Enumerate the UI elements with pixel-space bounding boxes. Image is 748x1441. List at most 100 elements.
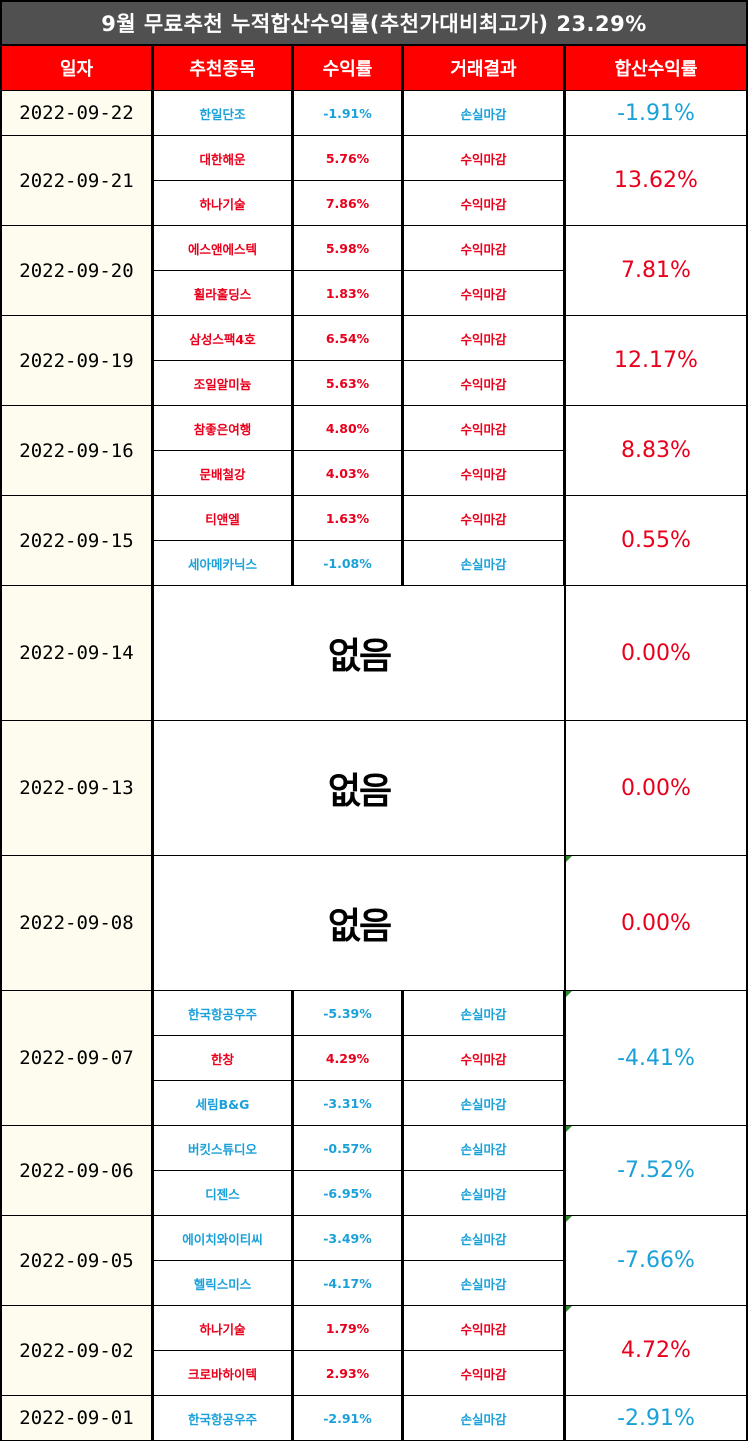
trade-result: 수익마감	[404, 1351, 563, 1395]
empty-label: 없음	[154, 721, 564, 855]
stock-name: 티앤엘	[154, 496, 291, 540]
trade-result: 손실마감	[404, 1261, 563, 1305]
row-date: 2022-09-15	[2, 496, 151, 585]
header-date: 일자	[2, 46, 151, 90]
return-value: 6.54%	[294, 316, 401, 360]
stock-name: 크로바하이텍	[154, 1351, 291, 1395]
comment-marker	[566, 991, 572, 997]
stock-name: 디젠스	[154, 1171, 291, 1215]
return-value: 1.63%	[294, 496, 401, 540]
comment-marker	[566, 1126, 572, 1132]
row-total: 0.55%	[566, 496, 746, 585]
row-total: -1.91%	[566, 91, 746, 135]
trade-result: 손실마감	[404, 1216, 563, 1260]
return-value: 1.83%	[294, 271, 401, 315]
return-value: -4.17%	[294, 1261, 401, 1305]
trade-result: 수익마감	[404, 1036, 563, 1080]
stock-name: 휠라홀딩스	[154, 271, 291, 315]
comment-marker	[566, 1216, 572, 1222]
return-value: -1.91%	[294, 91, 401, 135]
row-date: 2022-09-05	[2, 1216, 151, 1305]
row-total: -4.41%	[566, 991, 746, 1125]
trade-result: 손실마감	[404, 1396, 563, 1440]
row-date: 2022-09-07	[2, 991, 151, 1125]
return-value: -2.91%	[294, 1396, 401, 1440]
stock-name: 에이치와이티씨	[154, 1216, 291, 1260]
stock-name: 삼성스팩4호	[154, 316, 291, 360]
return-value: 1.79%	[294, 1306, 401, 1350]
trade-result: 수익마감	[404, 361, 563, 405]
trade-result: 수익마감	[404, 226, 563, 270]
return-value: -0.57%	[294, 1126, 401, 1170]
row-date: 2022-09-16	[2, 406, 151, 495]
header-stock: 추천종목	[154, 46, 291, 90]
return-value: -6.95%	[294, 1171, 401, 1215]
row-total: 12.17%	[566, 316, 746, 405]
row-date: 2022-09-21	[2, 136, 151, 225]
trade-result: 손실마감	[404, 1126, 563, 1170]
return-value: -3.49%	[294, 1216, 401, 1260]
trade-result: 수익마감	[404, 181, 563, 225]
return-value: 5.76%	[294, 136, 401, 180]
return-value: 5.98%	[294, 226, 401, 270]
row-date: 2022-09-01	[2, 1396, 151, 1440]
row-total: 4.72%	[566, 1306, 746, 1395]
stock-name: 하나기술	[154, 181, 291, 225]
row-date: 2022-09-13	[2, 721, 151, 855]
row-date: 2022-09-19	[2, 316, 151, 405]
empty-label: 없음	[154, 586, 564, 720]
return-value: 5.63%	[294, 361, 401, 405]
return-value: -3.31%	[294, 1081, 401, 1125]
row-total: 0.00%	[566, 856, 746, 990]
row-total: 0.00%	[566, 586, 746, 720]
trade-result: 손실마감	[404, 1171, 563, 1215]
header-result: 거래결과	[404, 46, 563, 90]
trade-result: 수익마감	[404, 451, 563, 495]
trade-result: 수익마감	[404, 496, 563, 540]
trade-result: 수익마감	[404, 136, 563, 180]
row-total: 7.81%	[566, 226, 746, 315]
return-value: 4.03%	[294, 451, 401, 495]
return-value: 7.86%	[294, 181, 401, 225]
row-date: 2022-09-08	[2, 856, 151, 990]
stock-name: 세아메카닉스	[154, 541, 291, 585]
row-date: 2022-09-06	[2, 1126, 151, 1215]
header-total: 합산수익률	[566, 46, 746, 90]
stock-name: 한일단조	[154, 91, 291, 135]
stock-name: 조일알미늄	[154, 361, 291, 405]
stock-name: 한국항공우주	[154, 991, 291, 1035]
comment-marker	[566, 1306, 572, 1312]
stock-name: 참좋은여행	[154, 406, 291, 450]
trade-result: 수익마감	[404, 1306, 563, 1350]
stock-name: 대한해운	[154, 136, 291, 180]
stock-name: 에스앤에스텍	[154, 226, 291, 270]
comment-marker	[566, 856, 572, 862]
trade-result: 수익마감	[404, 316, 563, 360]
return-value: -5.39%	[294, 991, 401, 1035]
stock-name: 헬릭스미스	[154, 1261, 291, 1305]
return-value: 4.80%	[294, 406, 401, 450]
row-date: 2022-09-14	[2, 586, 151, 720]
trade-result: 손실마감	[404, 91, 563, 135]
stock-name: 하나기술	[154, 1306, 291, 1350]
sheet-title: 9월 무료추천 누적합산수익률(추천가대비최고가) 23.29%	[2, 2, 746, 44]
stock-name: 한창	[154, 1036, 291, 1080]
trade-result: 손실마감	[404, 541, 563, 585]
row-total: 8.83%	[566, 406, 746, 495]
row-date: 2022-09-02	[2, 1306, 151, 1395]
return-value: 2.93%	[294, 1351, 401, 1395]
row-total: -7.52%	[566, 1126, 746, 1215]
trade-result: 수익마감	[404, 271, 563, 315]
header-return: 수익률	[294, 46, 401, 90]
row-total: -7.66%	[566, 1216, 746, 1305]
row-total: 13.62%	[566, 136, 746, 225]
trade-result: 수익마감	[404, 406, 563, 450]
stock-name: 문배철강	[154, 451, 291, 495]
trade-result: 손실마감	[404, 1081, 563, 1125]
stock-name: 세림B&G	[154, 1081, 291, 1125]
return-value: 4.29%	[294, 1036, 401, 1080]
row-date: 2022-09-20	[2, 226, 151, 315]
row-total: 0.00%	[566, 721, 746, 855]
return-value: -1.08%	[294, 541, 401, 585]
